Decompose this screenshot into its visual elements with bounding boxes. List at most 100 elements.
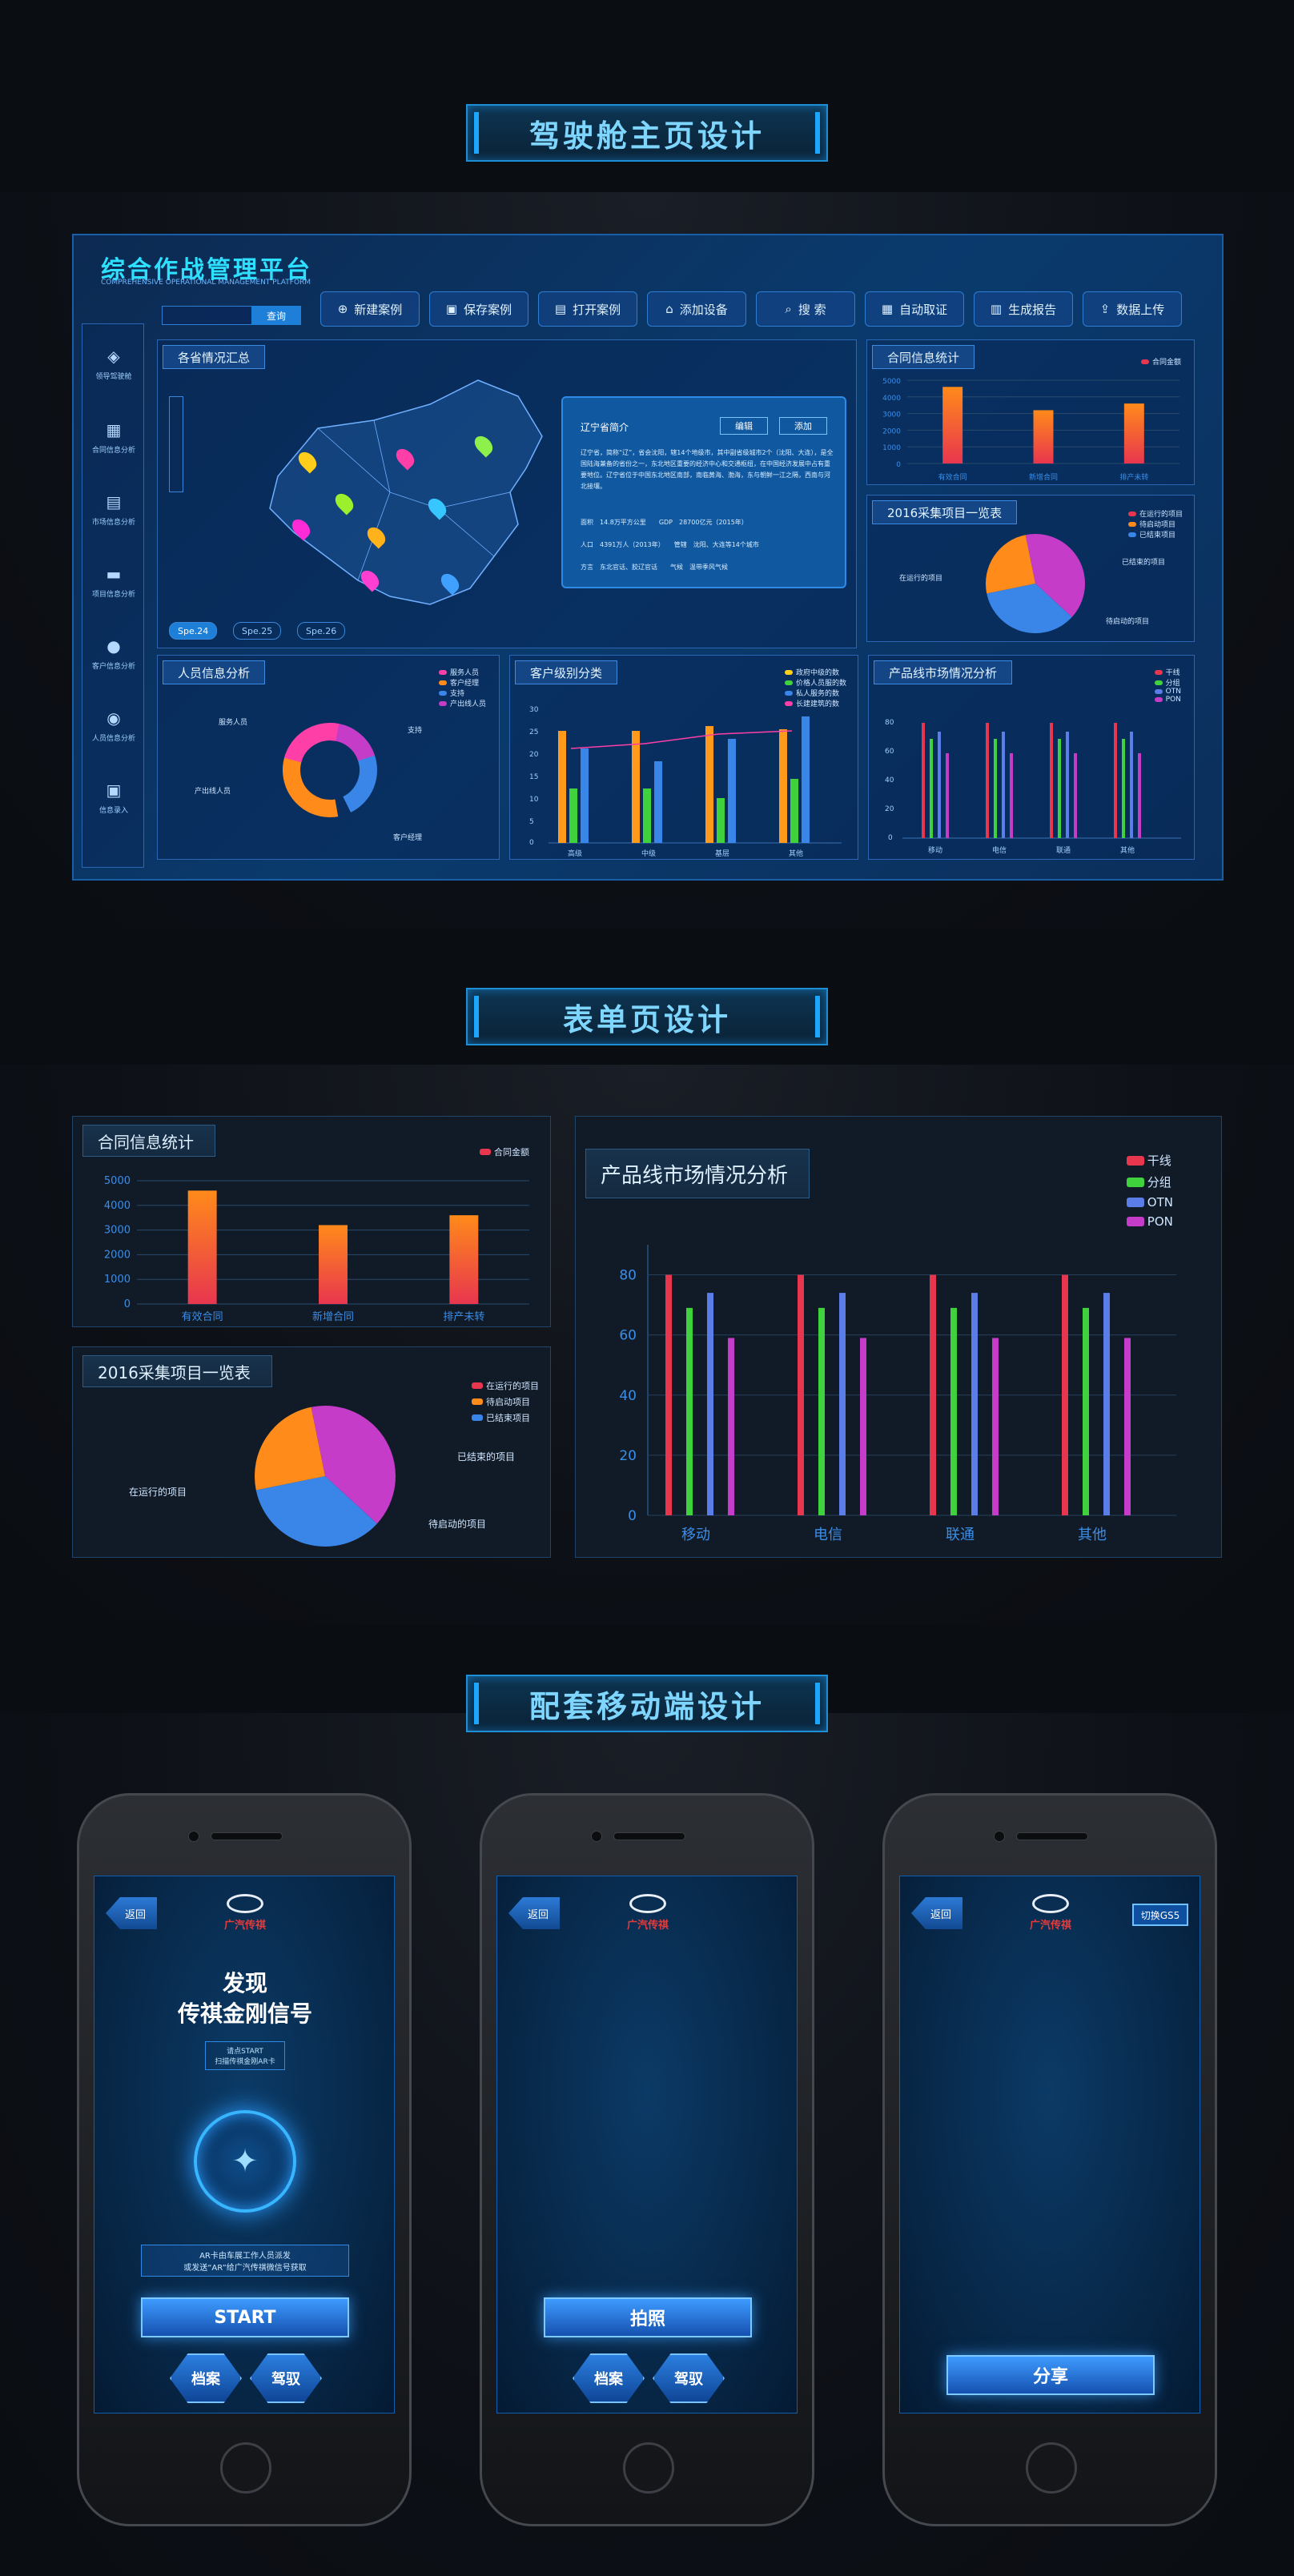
people-panel: 人员信息分析 服务人员 客户经理 支持 产出线人员 服务人员 支持 产出线人员 … (157, 655, 500, 860)
drive-button[interactable]: 驾驭 (653, 2353, 725, 2403)
archive-button[interactable]: 档案 (573, 2353, 645, 2403)
sidebar-item-customer[interactable]: ● 客户信息分析 (82, 636, 145, 671)
tab-spe25[interactable]: Spe.25 (233, 622, 282, 640)
bar (942, 387, 963, 463)
chart-entry-icon: ▣ (106, 780, 122, 800)
project-small-title: 2016采集项目一览表 (872, 500, 1018, 524)
archive-button[interactable]: 档案 (170, 2353, 242, 2403)
camera-icon (591, 1831, 602, 1842)
popup-row: 面积 14.8万平方公里 GDP 28700亿元（2015年） (581, 519, 748, 526)
note-box: AR卡由车展工作人员派发 或发送“AR”给广汽传祺微信号获取 (141, 2245, 349, 2277)
toolbar-generate-report[interactable]: ▥ 生成报告 (974, 291, 1073, 327)
bar (839, 1293, 846, 1515)
brand-logo: 广汽传祺 (1012, 1894, 1089, 1932)
back-button[interactable]: 返回 (911, 1897, 962, 1929)
x-tick-label: 联通 (946, 1527, 975, 1543)
svg-text:25: 25 (529, 728, 538, 736)
section-title-cockpit: 驾驶舱主页设计 (466, 104, 828, 162)
bar (665, 1274, 672, 1515)
sidebar-item-entry[interactable]: ▣ 信息录入 (82, 780, 145, 815)
bar (1033, 410, 1054, 463)
zoom-controls[interactable] (169, 396, 183, 492)
home-button[interactable] (1026, 2442, 1077, 2494)
sidebar-item-contract[interactable]: ▦ 合同信息分析 (82, 420, 145, 455)
svg-text:其他: 其他 (1120, 845, 1135, 855)
contract-panel: 合同信息统计 合同金额 5000 4000 3000 2000 1000 0 有效合同 新增合… (72, 1116, 551, 1327)
y-tick-label: 80 (619, 1268, 637, 1284)
popup-row: 方言 东北官话、胶辽官话 气候 温带季风气候 (581, 564, 728, 571)
popup-title: 辽宁省简介 (581, 422, 629, 433)
brand-logo: 广汽传祺 (207, 1894, 283, 1932)
pie-slice (255, 1476, 377, 1547)
start-button[interactable]: START (141, 2297, 349, 2337)
upload-icon: ⇪ (1099, 302, 1111, 316)
sidebar-item-market[interactable]: ▤ 市场信息分析 (82, 492, 145, 527)
camera-icon (994, 1831, 1005, 1842)
toolbar-save-case[interactable]: ▣ 保存案例 (429, 291, 528, 327)
svg-text:高级: 高级 (568, 849, 582, 857)
edit-button[interactable]: 编辑 (720, 417, 768, 435)
dashboard-screenshot: 综合作战管理平台 COMPREHENSIVE OPERATIONAL MANAG… (72, 234, 1224, 881)
add-button[interactable]: 添加 (779, 417, 827, 435)
heading-signal: 传祺金刚信号 (177, 2000, 312, 2027)
photo-button[interactable]: 拍照 (544, 2297, 752, 2337)
tab-spe24[interactable]: Spe.24 (169, 622, 218, 640)
speaker (1016, 1832, 1088, 1840)
sidebar-item-project[interactable]: ▬ 项目信息分析 (82, 564, 145, 599)
svg-text:0: 0 (529, 839, 534, 847)
bar (971, 1293, 978, 1515)
x-tick-label: 有效合同 (938, 472, 967, 482)
product-panel-small: 产品线市场情况分析 干线 分组 OTN PON 80 60 40 20 0 移动 电信 联通… (868, 655, 1195, 860)
project-panel-small: 2016采集项目一览表 在运行的项目 待启动项目 已结束项目 在运行的项目 已结… (866, 495, 1195, 642)
bar (728, 1338, 734, 1515)
product-small-chart: 80 60 40 20 0 移动 电信 联通 其他 (885, 719, 1181, 855)
svg-text:电信: 电信 (992, 845, 1007, 855)
svg-text:20: 20 (885, 805, 894, 813)
china-map[interactable] (230, 372, 566, 612)
bar (1123, 403, 1144, 463)
share-button[interactable]: 分享 (946, 2355, 1155, 2395)
toolbar-search[interactable]: ⌕ 搜 索 (756, 291, 855, 327)
project-small-pie (986, 534, 1085, 633)
home-button[interactable] (220, 2442, 271, 2494)
y-tick-label: 3000 (882, 411, 901, 419)
people-donut (283, 723, 377, 817)
toolbar-open-case[interactable]: ▤ 打开案例 (538, 291, 637, 327)
y-tick-label: 0 (628, 1508, 637, 1524)
contract-panel-small: 合同信息统计 合同金额 5000 4000 3000 2000 1000 0 有效合同 新增合… (866, 339, 1195, 485)
y-tick-label: 1000 (882, 444, 901, 452)
scan-ring-icon[interactable]: ✦ (194, 2110, 296, 2213)
pie-label: 在运行的项目 (129, 1487, 187, 1498)
x-tick-label: 排产未转 (443, 1311, 484, 1323)
search-input[interactable] (162, 306, 258, 325)
back-button[interactable]: 返回 (106, 1897, 157, 1929)
camera-icon (188, 1831, 199, 1842)
product-small-title: 产品线市场情况分析 (874, 660, 1013, 684)
sidebar-item-people[interactable]: ◉ 人员信息分析 (82, 708, 145, 743)
pie-slice (987, 584, 1072, 633)
svg-text:60: 60 (885, 748, 894, 756)
report-icon: ▥ (990, 302, 1003, 316)
device-icon: ⌂ (665, 302, 673, 316)
toolbar-add-device[interactable]: ⌂ 添加设备 (647, 291, 746, 327)
home-button[interactable] (623, 2442, 674, 2494)
donut-label: 客户经理 (393, 834, 423, 842)
toolbar-data-upload[interactable]: ⇪ 数据上传 (1083, 291, 1182, 327)
toolbar-new-case[interactable]: ⊕ 新建案例 (320, 291, 420, 327)
map-panel-title: 各省情况汇总 (163, 345, 266, 369)
y-tick-label: 20 (619, 1448, 637, 1464)
pie-label: 待启动的项目 (1106, 618, 1150, 626)
user-icon: ● (106, 636, 121, 656)
sidebar-item-cockpit[interactable]: ◈ 领导驾驶舱 (82, 347, 145, 381)
switch-model-button[interactable]: 切换GS5 (1132, 1904, 1188, 1926)
toolbar-auto-evidence[interactable]: ▦ 自动取证 (865, 291, 964, 327)
back-button[interactable]: 返回 (508, 1897, 560, 1929)
x-tick-label: 其他 (1078, 1527, 1107, 1543)
search-button[interactable]: 查询 (251, 306, 301, 325)
product-panel: 产品线市场情况分析 干线 分组 OTN PON 0 20 40 60 80 移动 电信 联通 其… (575, 1116, 1222, 1558)
contract-small-title: 合同信息统计 (872, 345, 975, 369)
drive-button[interactable]: 驾驭 (250, 2353, 322, 2403)
project-title: 2016采集项目一览表 (82, 1355, 272, 1387)
tab-spe26[interactable]: Spe.26 (297, 622, 346, 640)
pie-label: 在运行的项目 (899, 575, 943, 583)
